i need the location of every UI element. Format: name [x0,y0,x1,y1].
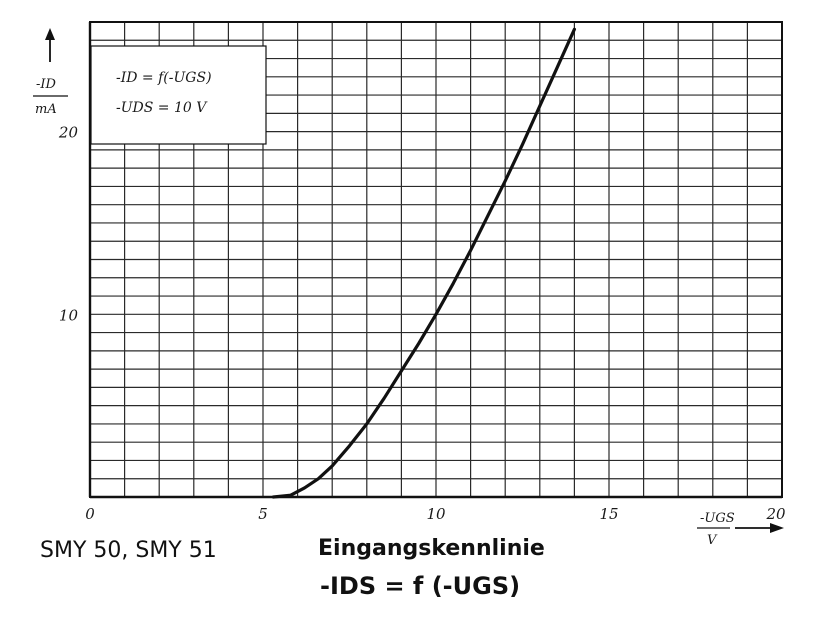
legend-entry: -ID = f(-UGS) [116,70,212,86]
y-axis-label-unit: mA [35,102,57,117]
chart-caption-formula: -IDS = f (-UGS) [320,572,521,600]
legend: -ID = f(-UGS) -UDS = 10 V [90,45,267,145]
chart-caption-title: Eingangskennlinie [318,536,545,561]
y-axis-label-quantity: -ID [36,77,57,92]
x-axis-arrow-head [770,523,784,533]
y-tick-label: 10 [59,306,79,324]
x-axis-label-unit: V [707,533,718,548]
x-tick-label: 0 [85,505,95,523]
axis-labels: -ID mA -UGS V [33,77,735,548]
x-tick-label: 15 [599,505,618,523]
series-line [271,27,577,499]
y-axis-arrow-head [45,28,55,40]
y-tick-label: 20 [58,124,79,142]
x-tick-label: 10 [426,505,446,523]
tick-labels: 0 5 10 15 20 10 20 [58,124,786,523]
curves [271,27,577,499]
device-caption: SMY 50, SMY 51 [40,538,217,563]
axes [45,22,784,533]
grid [90,22,782,497]
legend-entry: -UDS = 10 V [116,100,208,116]
x-axis-label-quantity: -UGS [700,511,735,526]
legend-box [90,45,267,145]
x-tick-label: 5 [258,505,268,523]
x-tick-label: 20 [765,505,786,523]
